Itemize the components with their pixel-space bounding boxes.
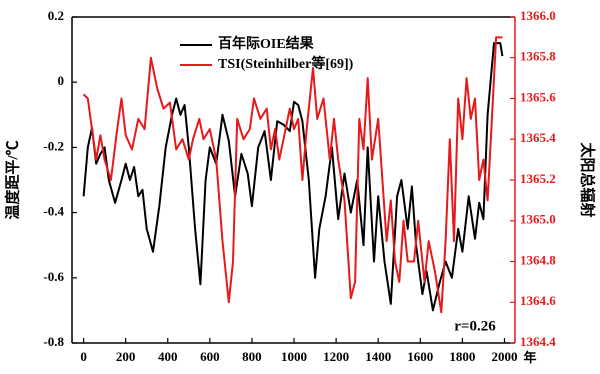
- x-tick-label: 2000: [491, 349, 517, 364]
- y-tick-label: 0: [58, 73, 65, 88]
- x-tick-label: 0: [80, 349, 87, 364]
- series-line: [82, 42, 504, 312]
- y2-tick-label: 1365.8: [520, 49, 556, 64]
- y2-tick-label: 1365.6: [520, 89, 556, 104]
- x-axis-label: 年: [523, 350, 536, 365]
- y2-tick-label: 1364.4: [520, 334, 556, 349]
- y2-tick-label: 1365.2: [520, 171, 556, 186]
- series-line: [82, 36, 503, 314]
- y-tick-label: -0.4: [43, 204, 64, 219]
- y-tick-label: -0.6: [43, 269, 64, 284]
- x-tick-label: 600: [200, 349, 220, 364]
- x-tick-label: 400: [158, 349, 178, 364]
- legend-label: 百年际OIE结果: [218, 35, 315, 52]
- x-tick-label: 800: [242, 349, 262, 364]
- x-tick-label: 1000: [281, 349, 307, 364]
- annotation: r=0.26: [454, 318, 496, 334]
- y2-tick-label: 1364.8: [520, 252, 556, 267]
- y2-tick-label: 1365.4: [520, 130, 556, 145]
- y2-tick-label: 1366.0: [520, 8, 556, 23]
- legend-label: TSI(Steinhilber等[69]): [218, 55, 354, 72]
- x-tick-label: 1800: [449, 349, 475, 364]
- y2-axis-label: 太阳总辐射: [579, 142, 597, 217]
- x-tick-label: 1600: [407, 349, 433, 364]
- x-tick-label: 1400: [365, 349, 391, 364]
- y-tick-label: -0.8: [43, 334, 64, 349]
- y-tick-label: -0.2: [43, 138, 64, 153]
- x-tick-label: 1200: [323, 349, 349, 364]
- y2-tick-label: 1365.0: [520, 212, 556, 227]
- y2-tick-label: 1364.6: [520, 293, 556, 308]
- y-axis-label: 温度距平/℃: [3, 140, 21, 219]
- x-tick-label: 200: [116, 349, 136, 364]
- y-tick-label: 0.2: [48, 8, 64, 23]
